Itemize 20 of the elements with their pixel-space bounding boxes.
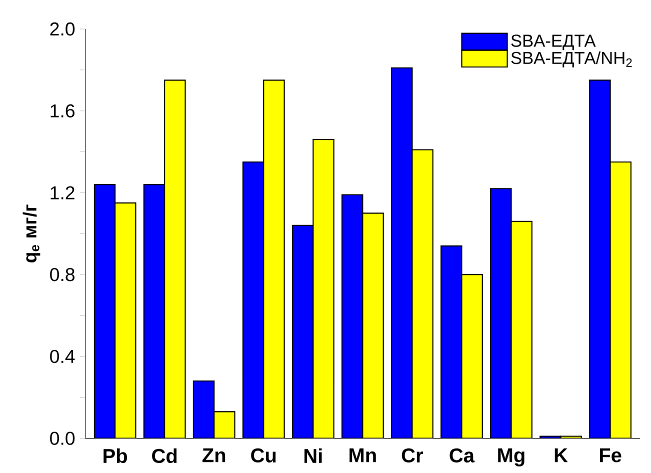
- legend-label: SBA-ЕДТА/NH$_{2}$: [511, 51, 632, 68]
- x-tick-label: Ni: [304, 448, 322, 463]
- y-tick-label: 1.6: [50, 104, 74, 118]
- y-tick-label: 0.8: [50, 268, 74, 282]
- legend-label: SBA-ЕДТА: [511, 34, 596, 50]
- y-tick-label: 0.4: [50, 350, 75, 364]
- y-tick-label: 0.0: [50, 432, 75, 445]
- x-tick-label: Cu: [251, 448, 276, 463]
- y-axis-title: q$_{e}$ мг/г: [22, 204, 40, 262]
- x-tick-label: Fe: [600, 448, 622, 462]
- y-tick-label: 1.2: [50, 186, 74, 200]
- y-tick-label: 2.0: [50, 22, 75, 36]
- x-tick-label: Cd: [152, 448, 177, 464]
- x-tick-label: Mg: [498, 448, 524, 466]
- x-tick-label: Cr: [402, 448, 424, 463]
- x-tick-label: Ca: [450, 448, 475, 463]
- x-tick-label: K: [554, 448, 568, 462]
- x-tick-label: Pb: [104, 448, 128, 464]
- x-tick-label: Mn: [350, 448, 376, 462]
- x-tick-label: Zn: [202, 448, 226, 462]
